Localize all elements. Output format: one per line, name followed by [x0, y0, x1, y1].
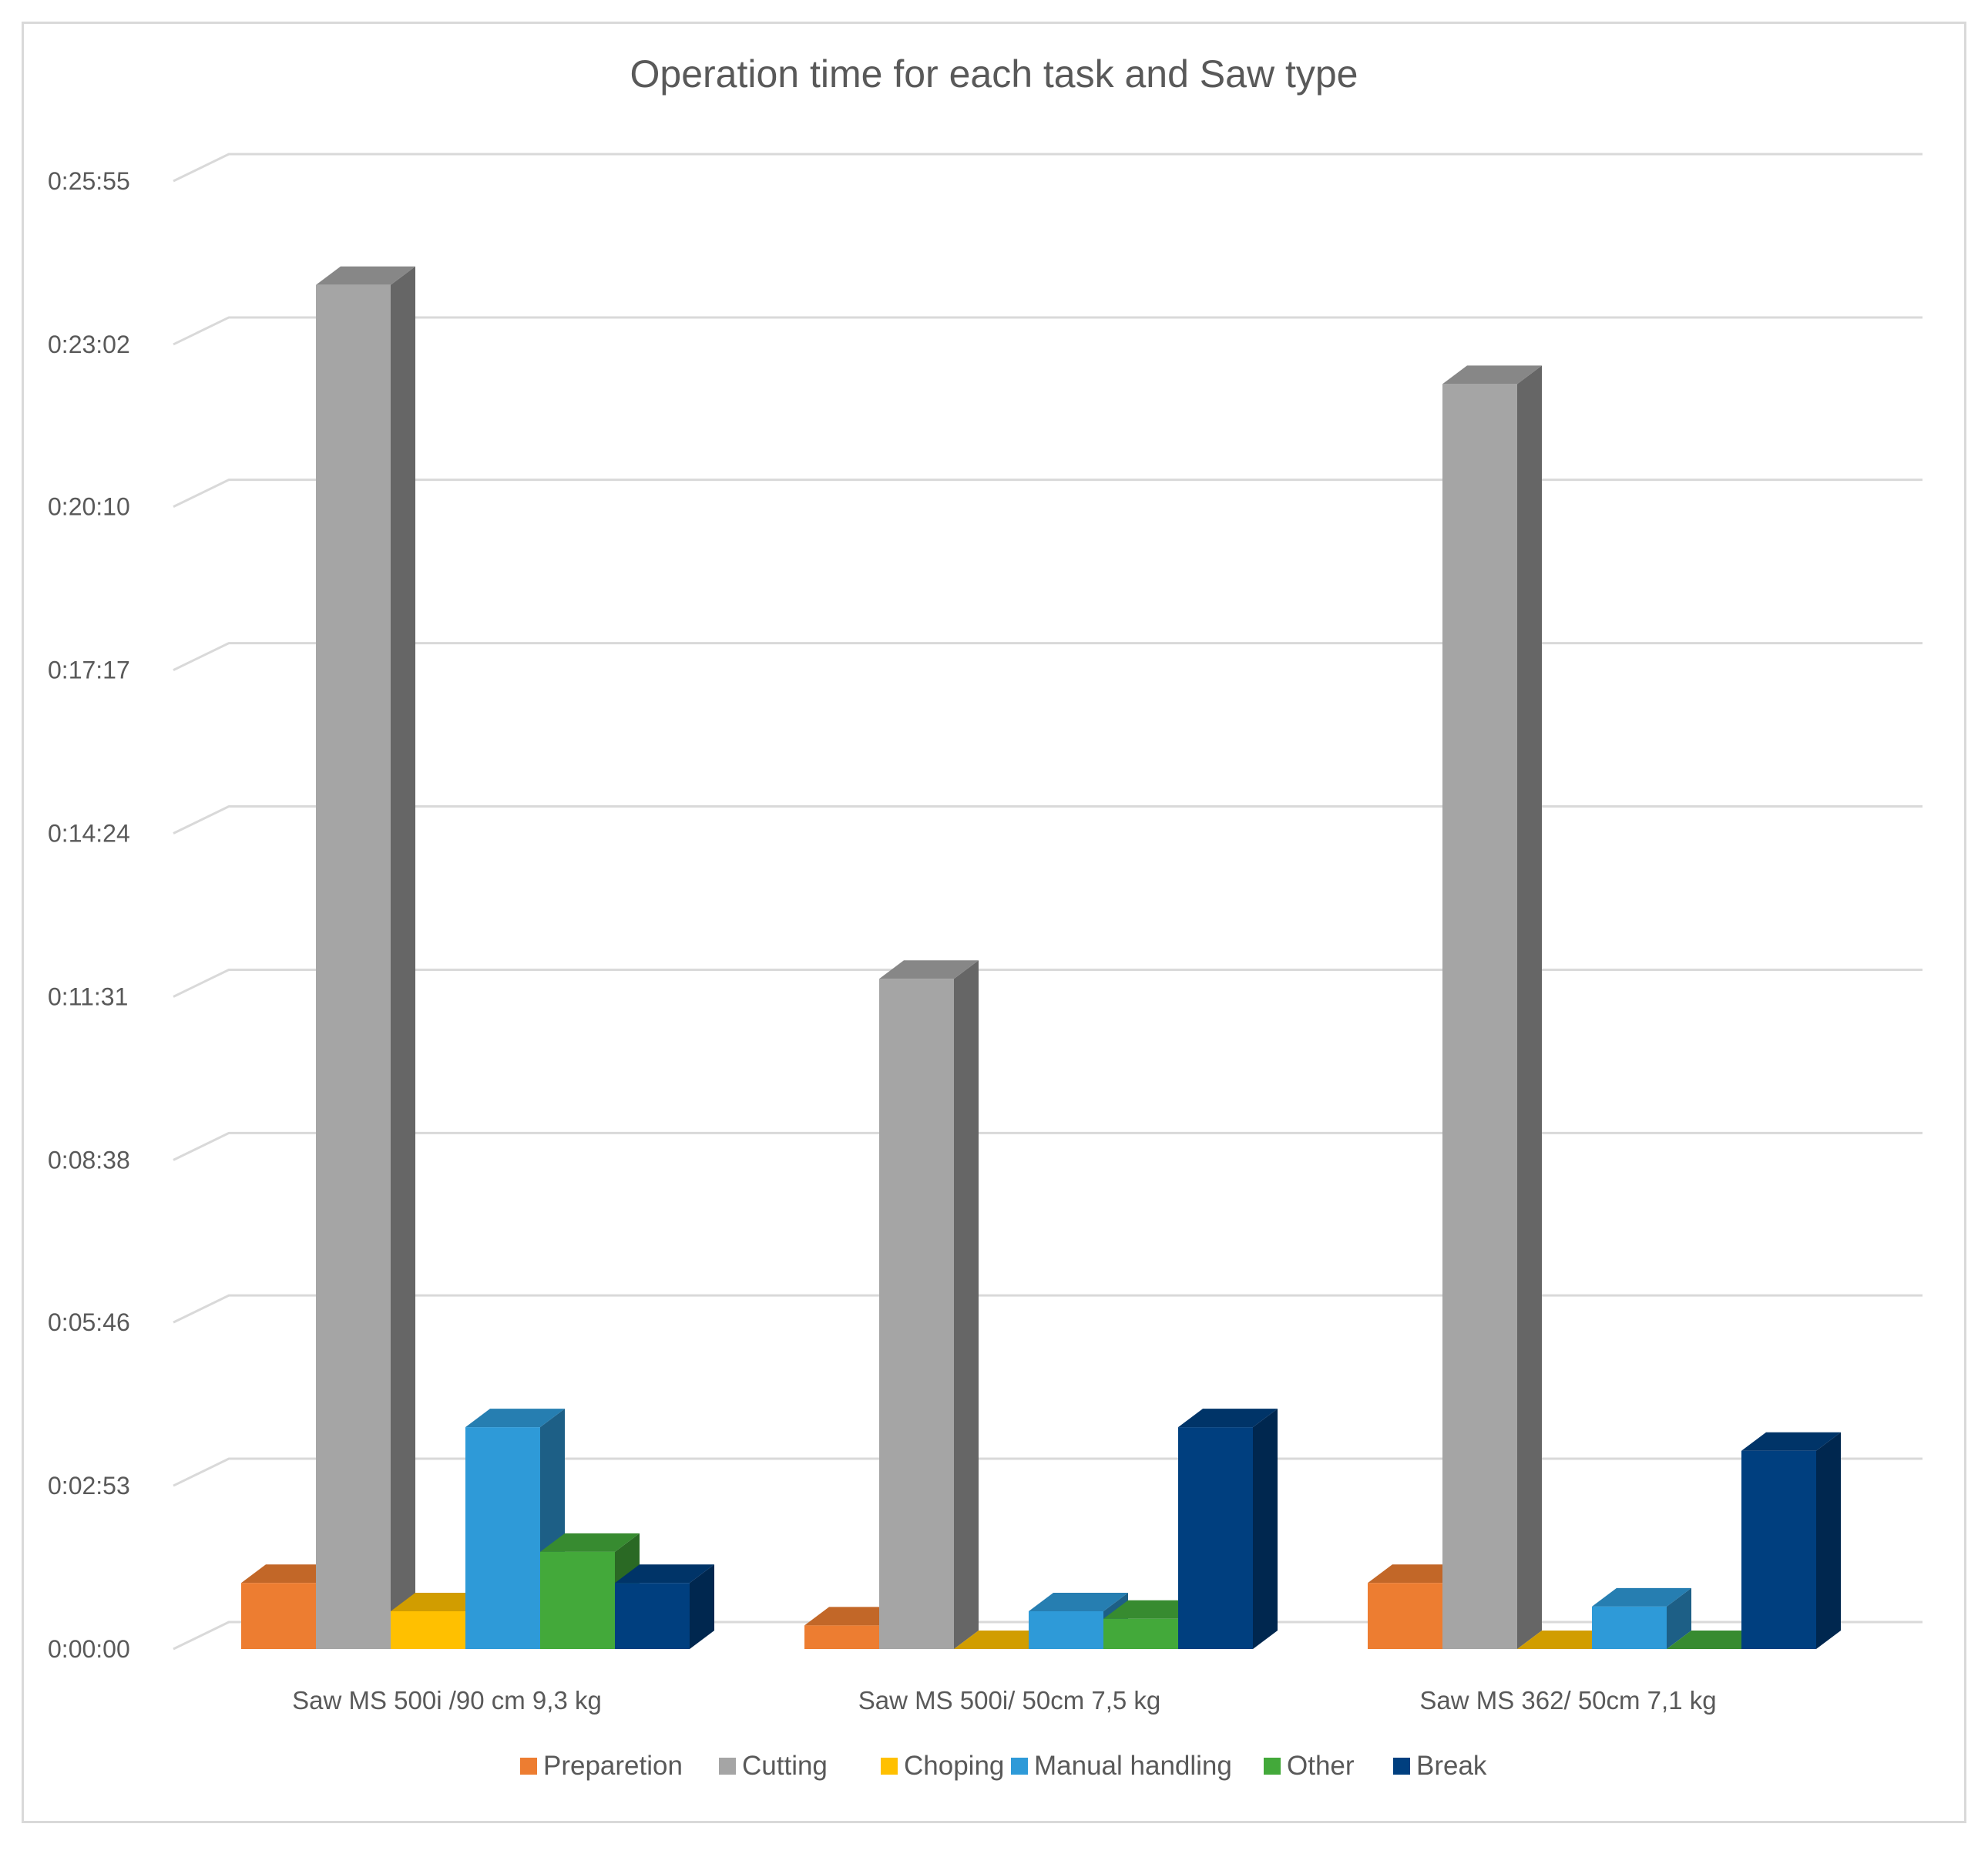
bar-top: [316, 266, 415, 285]
legend-label: Break: [1416, 1751, 1487, 1781]
bar-front: [615, 1583, 690, 1649]
bar-front: [1029, 1610, 1103, 1649]
bar-top: [540, 1533, 640, 1552]
bar-front: [1442, 384, 1517, 1649]
legend-item-manual-handling: Manual handling: [1011, 1751, 1232, 1781]
bar-top: [241, 1564, 341, 1584]
bar-front: [316, 284, 391, 1650]
bar-top: [465, 1409, 565, 1428]
bar-side: [690, 1564, 714, 1649]
bar-top: [1029, 1592, 1128, 1611]
bar-break-1: [615, 1564, 714, 1649]
bar-choping-3: [1517, 1631, 1617, 1649]
bar-top: [804, 1607, 904, 1626]
category-labels: Saw MS 500i /90 cm 9,3 kg Saw MS 500i/ 50…: [292, 1686, 1716, 1715]
bar-other-2: [1103, 1600, 1203, 1649]
legend-label: Preparetion: [543, 1751, 683, 1781]
bar-side: [1667, 1587, 1691, 1649]
bar-side: [391, 266, 415, 1650]
bar-break-3: [1741, 1432, 1841, 1649]
y-tick-label: 0:14:24: [48, 820, 130, 848]
bar-side: [954, 960, 979, 1649]
bar-top: [954, 1631, 1053, 1649]
bar-front: [241, 1583, 316, 1649]
y-tick-label: 0:11:31: [48, 982, 128, 1010]
gridline: [173, 153, 1923, 183]
bar-top: [1592, 1587, 1691, 1607]
bar-front: [1178, 1427, 1253, 1649]
legend-item-other: Other: [1264, 1751, 1355, 1781]
legend-item-break: Break: [1393, 1751, 1487, 1781]
y-tick-label: 0:23:02: [48, 331, 130, 358]
bar-front: [1592, 1606, 1667, 1649]
bar-cutting-1: [316, 266, 415, 1650]
gridlines: [173, 153, 1923, 1651]
bar-top: [615, 1564, 714, 1584]
legend-item-choping: Choping: [881, 1751, 1004, 1781]
y-tick-label: 0:02:53: [48, 1472, 130, 1500]
legend-label: Other: [1287, 1751, 1355, 1781]
chart-title: Operation time for each task and Saw typ…: [630, 52, 1358, 96]
legend-label: Choping: [904, 1751, 1004, 1781]
y-tick-label: 0:08:38: [48, 1146, 130, 1174]
legend-item-cutting: Cutting: [719, 1751, 828, 1781]
bar-top: [1517, 1631, 1617, 1649]
bar-side: [1517, 365, 1542, 1649]
bar-side: [1253, 1409, 1278, 1649]
bar-front: [1741, 1450, 1816, 1649]
bar-other-3: [1667, 1631, 1766, 1649]
gridline: [173, 968, 1923, 998]
y-tick-label: 0:25:55: [48, 167, 130, 195]
bar-manual-handling-3: [1592, 1587, 1691, 1649]
gridline: [173, 805, 1923, 835]
legend-swatch: [1393, 1758, 1410, 1775]
legend-swatch: [881, 1758, 898, 1775]
bars: [241, 266, 1841, 1650]
legend-swatch: [1264, 1758, 1281, 1775]
bar-front: [391, 1610, 465, 1649]
bar-side: [1816, 1432, 1841, 1649]
bar-front: [804, 1625, 879, 1649]
legend-label: Cutting: [742, 1751, 828, 1781]
bar-cutting-2: [879, 960, 979, 1649]
bar-front: [1368, 1583, 1442, 1649]
gridline: [173, 316, 1923, 346]
bar-choping-2: [954, 1631, 1053, 1649]
bar-top: [1667, 1631, 1766, 1649]
legend-label: Manual handling: [1034, 1751, 1232, 1781]
y-tick-label: 0:20:10: [48, 493, 130, 521]
bar-cutting-3: [1442, 365, 1542, 1649]
legend-swatch: [520, 1758, 537, 1775]
gridline: [173, 1457, 1923, 1487]
bar-top: [879, 960, 979, 979]
bar-top: [1103, 1600, 1203, 1619]
bar-front: [879, 979, 954, 1649]
y-tick-label: 0:17:17: [48, 657, 130, 684]
gridline: [173, 479, 1923, 509]
bar-top: [1442, 365, 1542, 385]
legend-swatch: [1011, 1758, 1028, 1775]
gridline: [173, 642, 1923, 671]
bar-front: [540, 1551, 615, 1649]
legend: Preparetion Cutting Choping Manual handling…: [520, 1751, 1487, 1781]
bar-top: [1741, 1432, 1841, 1451]
category-label: Saw MS 362/ 50cm 7,1 kg: [1419, 1686, 1716, 1715]
gridline: [173, 1131, 1923, 1161]
bar-break-2: [1178, 1409, 1278, 1649]
y-tick-label: 0:00:00: [48, 1635, 130, 1663]
y-tick-label: 0:05:46: [48, 1308, 130, 1336]
bar-top: [1178, 1409, 1278, 1428]
gridline: [173, 1621, 1923, 1651]
bar-top: [1368, 1564, 1467, 1584]
y-axis-ticks: 0:00:00 0:02:53 0:05:46 0:08:38 0:11:31 0:14:…: [48, 167, 130, 1663]
legend-item-preparetion: Preparetion: [520, 1751, 683, 1781]
bar-front: [1103, 1618, 1178, 1649]
bar-front: [465, 1427, 540, 1649]
gridline: [173, 1294, 1923, 1324]
category-label: Saw MS 500i/ 50cm 7,5 kg: [858, 1686, 1161, 1715]
bar-top: [391, 1592, 490, 1611]
category-label: Saw MS 500i /90 cm 9,3 kg: [292, 1686, 602, 1715]
legend-swatch: [719, 1758, 736, 1775]
